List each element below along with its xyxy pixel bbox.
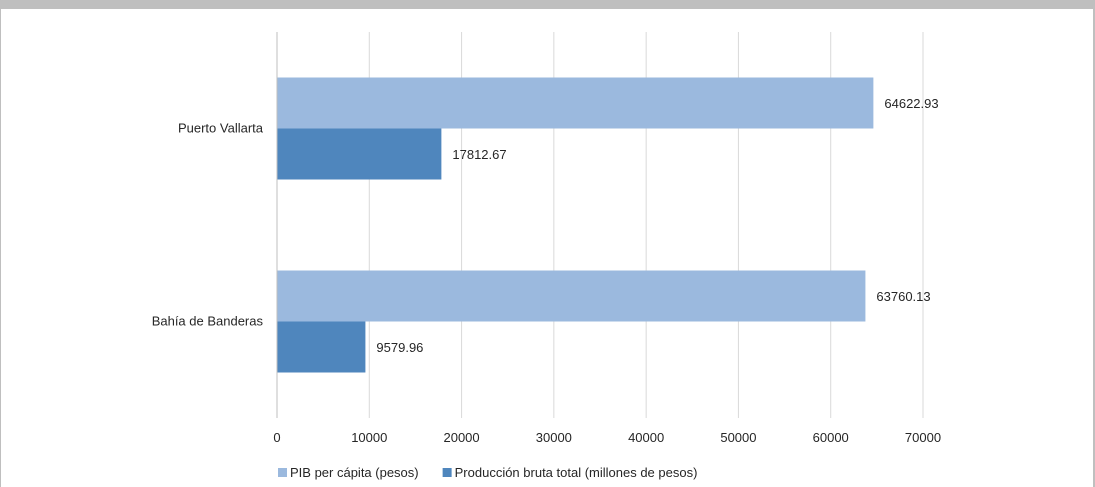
data-label-produccion-bruta-total-millones-de-pesos-puerto-vallarta: 17812.67 <box>452 147 506 162</box>
top-border <box>0 0 1095 9</box>
bar-pib-per-capita-pesos-bahia-de-banderas <box>277 270 866 322</box>
x-tick-label: 20000 <box>443 430 479 445</box>
data-label-pib-per-capita-pesos-puerto-vallarta: 64622.93 <box>884 96 938 111</box>
x-axis-tick-labels: 0 10000 20000 30000 40000 50000 60000 70000 <box>273 430 941 445</box>
right-border <box>1093 9 1095 487</box>
data-label-produccion-bruta-total-millones-de-pesos-bahia-de-banderas: 9579.96 <box>376 340 423 355</box>
x-tick-label: 50000 <box>720 430 756 445</box>
data-label-pib-per-capita-pesos-bahia-de-banderas: 63760.13 <box>876 289 930 304</box>
x-tick-label: 70000 <box>905 430 941 445</box>
x-tick-label: 0 <box>273 430 280 445</box>
x-tick-label: 30000 <box>536 430 572 445</box>
legend-label-produccion-bruta-total-millones-de-pesos: Producción bruta total (millones de peso… <box>455 465 698 480</box>
left-border <box>0 9 1 487</box>
data-labels: 64622.93 17812.67 63760.13 9579.96 <box>376 96 938 355</box>
x-tick-label: 10000 <box>351 430 387 445</box>
bar-produccion-bruta-total-millones-de-pesos-bahia-de-banderas <box>277 321 366 373</box>
legend-swatch-pib-per-capita-pesos <box>278 468 287 477</box>
bar-pib-per-capita-pesos-puerto-vallarta <box>277 77 874 129</box>
legend-swatch-produccion-bruta-total-millones-de-pesos <box>442 468 452 477</box>
category-labels: Puerto Vallarta Bahía de Banderas <box>152 121 264 329</box>
bar-produccion-bruta-total-millones-de-pesos-puerto-vallarta <box>277 128 442 180</box>
x-tick-label: 40000 <box>628 430 664 445</box>
legend: PIB per cápita (pesos) Producción bruta t… <box>278 465 697 480</box>
legend-label-pib-per-capita-pesos: PIB per cápita (pesos) <box>290 465 419 480</box>
x-tick-label: 60000 <box>813 430 849 445</box>
category-label-puerto-vallarta: Puerto Vallarta <box>178 121 264 136</box>
category-label-bahia-de-banderas: Bahía de Banderas <box>152 314 264 329</box>
bars <box>277 77 874 373</box>
